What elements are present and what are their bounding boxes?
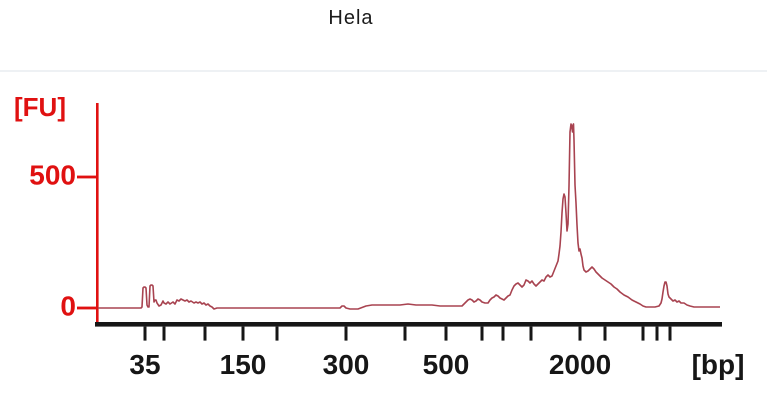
y-tick-label: 500 bbox=[29, 159, 76, 191]
x-axis-tick-minor bbox=[603, 326, 607, 341]
chart-title: Hela bbox=[328, 7, 374, 29]
x-axis-tick-major bbox=[344, 326, 348, 341]
fluorescence-trace bbox=[98, 123, 720, 310]
y-tick-label: 0 bbox=[60, 290, 76, 322]
x-axis-tick-minor bbox=[668, 326, 672, 341]
y-axis-tick bbox=[77, 306, 96, 310]
x-tick-label: 300 bbox=[322, 349, 370, 380]
x-tick-label: 2000 bbox=[548, 349, 612, 380]
x-axis-tick-major bbox=[578, 326, 582, 341]
x-axis-tick-major bbox=[143, 326, 147, 341]
y-axis-line bbox=[96, 103, 99, 326]
x-tick-label: 35 bbox=[129, 349, 161, 380]
y-axis-unit-label: [FU] bbox=[14, 92, 66, 122]
x-axis-tick-minor bbox=[655, 326, 659, 341]
x-axis-tick-minor bbox=[162, 326, 166, 341]
x-tick-label: 500 bbox=[422, 349, 470, 380]
x-axis-line bbox=[95, 322, 722, 327]
x-axis-tick-major bbox=[241, 326, 245, 341]
x-axis-tick-minor bbox=[275, 326, 279, 341]
x-axis-tick-minor bbox=[641, 326, 645, 341]
x-tick-label: 150 bbox=[219, 349, 267, 380]
x-axis-tick-minor bbox=[403, 326, 407, 341]
x-axis-tick-minor bbox=[480, 326, 484, 341]
x-axis-tick-minor bbox=[501, 326, 505, 341]
x-axis-unit-label: [bp] bbox=[691, 349, 745, 380]
x-axis-tick-minor bbox=[529, 326, 533, 341]
x-axis-tick-major bbox=[444, 326, 448, 341]
header-divider bbox=[0, 70, 767, 72]
y-axis-tick bbox=[77, 175, 96, 179]
x-axis-tick-minor bbox=[203, 326, 207, 341]
